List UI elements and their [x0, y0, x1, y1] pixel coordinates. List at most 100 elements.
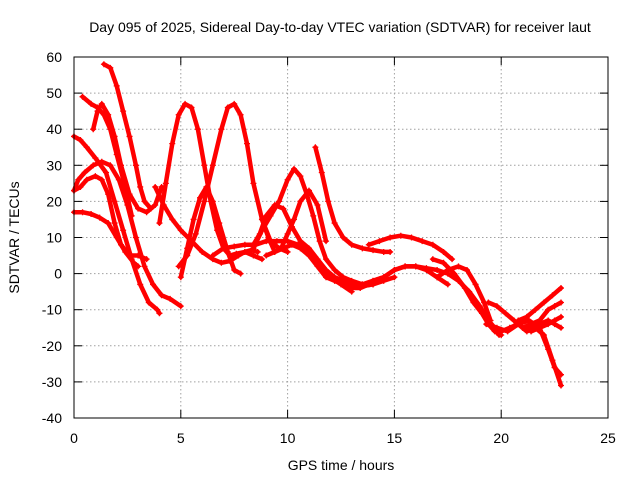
- data-point: [325, 198, 332, 205]
- data-point: [90, 162, 97, 169]
- data-point: [297, 173, 304, 180]
- data-point: [169, 216, 176, 223]
- data-point: [241, 241, 248, 248]
- x-tick-label: 20: [493, 430, 509, 446]
- data-point: [493, 303, 500, 310]
- data-point: [440, 259, 447, 266]
- series-track-22: [434, 263, 494, 324]
- data-point: [105, 191, 112, 198]
- tick-labels: 0 5 10 15 20 25 -40 -30 -20 -10 0 10 20 30 40 50 60: [42, 49, 616, 446]
- data-point: [305, 252, 312, 259]
- series-line: [71, 134, 162, 316]
- data-point: [280, 245, 287, 252]
- data-point: [107, 162, 114, 169]
- data-point: [98, 100, 105, 107]
- data-point: [314, 256, 321, 263]
- data-point: [137, 281, 144, 288]
- data-point: [77, 183, 84, 190]
- data-point: [545, 321, 552, 328]
- data-point: [197, 194, 204, 201]
- series-track-11: [177, 183, 244, 281]
- data-point: [297, 198, 304, 205]
- data-point: [348, 285, 355, 292]
- data-point: [141, 263, 148, 270]
- data-point: [75, 176, 82, 183]
- data-point: [145, 299, 152, 306]
- data-point: [316, 238, 323, 245]
- data-point: [461, 285, 468, 292]
- data-point: [314, 263, 321, 270]
- data-point: [271, 248, 278, 255]
- data-point: [487, 317, 494, 324]
- data-point: [464, 266, 471, 273]
- series-line: [71, 159, 184, 309]
- data-point: [380, 248, 387, 255]
- data-point: [291, 165, 298, 172]
- data-point: [359, 245, 366, 252]
- data-point: [376, 238, 383, 245]
- data-point: [115, 176, 122, 183]
- data-point: [105, 111, 112, 118]
- data-point: [209, 252, 216, 259]
- data-point: [184, 245, 191, 252]
- data-point: [126, 133, 133, 140]
- x-tick-label: 25: [600, 430, 616, 446]
- data-point: [250, 241, 257, 248]
- data-point: [440, 248, 447, 255]
- y-tick-label: 40: [46, 121, 62, 137]
- data-point: [444, 266, 451, 273]
- data-point: [111, 220, 118, 227]
- data-point: [558, 324, 565, 331]
- data-point: [532, 306, 539, 313]
- data-point: [528, 328, 535, 335]
- data-series: [71, 61, 565, 389]
- data-point: [117, 241, 124, 248]
- data-point: [175, 263, 182, 270]
- data-point: [150, 281, 157, 288]
- data-point: [288, 241, 295, 248]
- data-point: [305, 245, 312, 252]
- data-point: [515, 317, 522, 324]
- data-point: [528, 321, 535, 328]
- data-point: [100, 61, 107, 68]
- data-point: [551, 303, 558, 310]
- data-point: [192, 230, 199, 237]
- data-point: [323, 266, 330, 273]
- data-point: [525, 317, 532, 324]
- axis-ticks: [73, 56, 609, 419]
- data-point: [107, 64, 114, 71]
- data-point: [83, 144, 90, 151]
- data-point: [297, 245, 304, 252]
- data-point: [209, 162, 216, 169]
- data-point: [423, 265, 430, 272]
- data-point: [250, 180, 257, 187]
- data-point: [237, 270, 244, 277]
- data-point: [224, 248, 231, 255]
- data-point: [263, 252, 270, 259]
- data-point: [79, 209, 86, 216]
- y-tick-label: 30: [46, 157, 62, 173]
- data-point: [81, 169, 88, 176]
- data-point: [158, 292, 165, 299]
- data-point: [357, 285, 364, 292]
- data-point: [370, 247, 377, 254]
- data-point: [408, 234, 415, 241]
- data-point: [190, 216, 197, 223]
- data-point: [156, 310, 163, 317]
- series-line: [313, 145, 393, 255]
- data-point: [254, 248, 261, 255]
- data-point: [175, 111, 182, 118]
- data-point: [201, 198, 208, 205]
- data-point: [549, 292, 556, 299]
- data-point: [340, 234, 347, 241]
- data-point: [365, 241, 372, 248]
- data-point: [434, 266, 441, 273]
- data-point: [419, 238, 426, 245]
- data-point: [387, 234, 394, 241]
- data-point: [92, 155, 99, 162]
- data-point: [449, 256, 456, 263]
- y-tick-label: 60: [46, 49, 62, 65]
- data-point: [483, 321, 490, 328]
- data-point: [231, 100, 238, 107]
- data-point: [318, 169, 325, 176]
